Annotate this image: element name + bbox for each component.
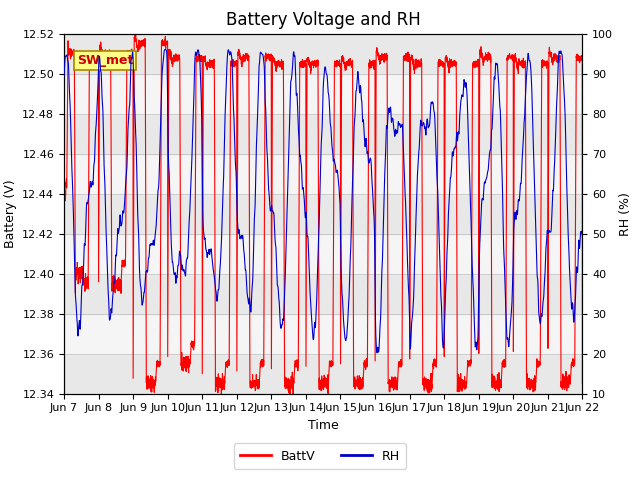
Bar xyxy=(64,154,582,193)
Bar xyxy=(64,34,582,73)
Bar xyxy=(64,114,582,154)
Legend: BattV, RH: BattV, RH xyxy=(234,444,406,469)
Text: SW_met: SW_met xyxy=(77,54,133,67)
Title: Battery Voltage and RH: Battery Voltage and RH xyxy=(226,11,420,29)
Bar xyxy=(64,274,582,313)
Bar xyxy=(64,234,582,274)
Y-axis label: Battery (V): Battery (V) xyxy=(4,180,17,248)
Bar xyxy=(64,354,582,394)
Bar xyxy=(64,313,582,354)
Y-axis label: RH (%): RH (%) xyxy=(619,192,632,236)
Bar xyxy=(64,73,582,114)
Bar xyxy=(64,193,582,234)
X-axis label: Time: Time xyxy=(308,419,339,432)
